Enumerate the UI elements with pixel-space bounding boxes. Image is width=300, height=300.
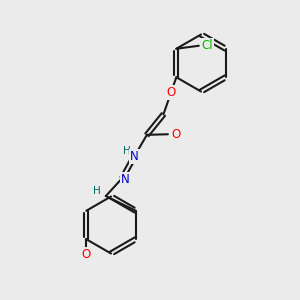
Text: H: H bbox=[123, 146, 131, 156]
Text: O: O bbox=[172, 128, 181, 141]
Text: Cl: Cl bbox=[201, 39, 213, 52]
Text: N: N bbox=[121, 173, 130, 186]
Text: O: O bbox=[166, 86, 176, 99]
Text: N: N bbox=[130, 150, 139, 163]
Text: H: H bbox=[93, 186, 101, 196]
Text: O: O bbox=[82, 248, 91, 261]
